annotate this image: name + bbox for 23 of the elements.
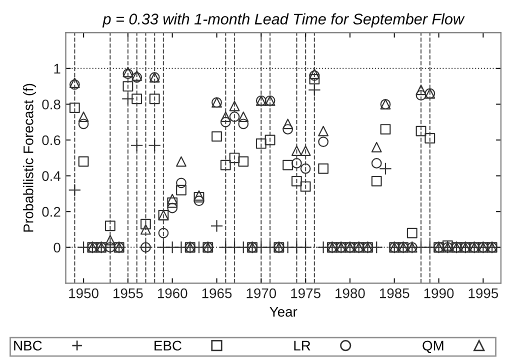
y-tick-label: 0.6 xyxy=(42,135,60,146)
x-tick-label: 1990 xyxy=(424,288,454,298)
legend-label: NBC xyxy=(14,340,42,351)
x-tick-label: 1970 xyxy=(246,288,276,298)
y-tick-label: 0 xyxy=(54,242,60,253)
x-tick-label: 1975 xyxy=(291,288,320,298)
x-tick-label: 1985 xyxy=(380,288,410,298)
y-tick-label: 1 xyxy=(54,64,60,74)
y-axis-title: Probabilistic Forecast (f) xyxy=(23,84,36,232)
y-tick-label: 0.8 xyxy=(42,100,60,110)
x-tick-label: 1950 xyxy=(69,288,98,298)
legend-label: EBC xyxy=(154,340,182,351)
x-tick-label: 1960 xyxy=(158,288,188,298)
x-tick-label: 1955 xyxy=(114,288,143,298)
x-axis-title: Year xyxy=(270,307,298,317)
x-tick-label: 1980 xyxy=(336,288,365,298)
legend-label: QM xyxy=(422,340,444,354)
y-tick-label: 0.4 xyxy=(42,171,61,181)
legend-label: LR xyxy=(294,340,310,350)
x-tick-label: 1965 xyxy=(202,288,232,298)
y-tick-label: 0.2 xyxy=(42,206,60,217)
chart-title: p = 0.33 with 1-month Lead Time for September Flow xyxy=(102,13,465,28)
x-tick-label: 1995 xyxy=(468,288,498,298)
